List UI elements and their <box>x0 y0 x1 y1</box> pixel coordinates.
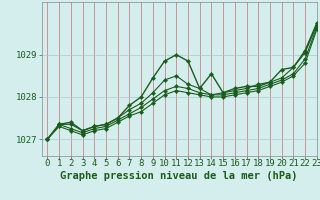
X-axis label: Graphe pression niveau de la mer (hPa): Graphe pression niveau de la mer (hPa) <box>60 171 298 181</box>
